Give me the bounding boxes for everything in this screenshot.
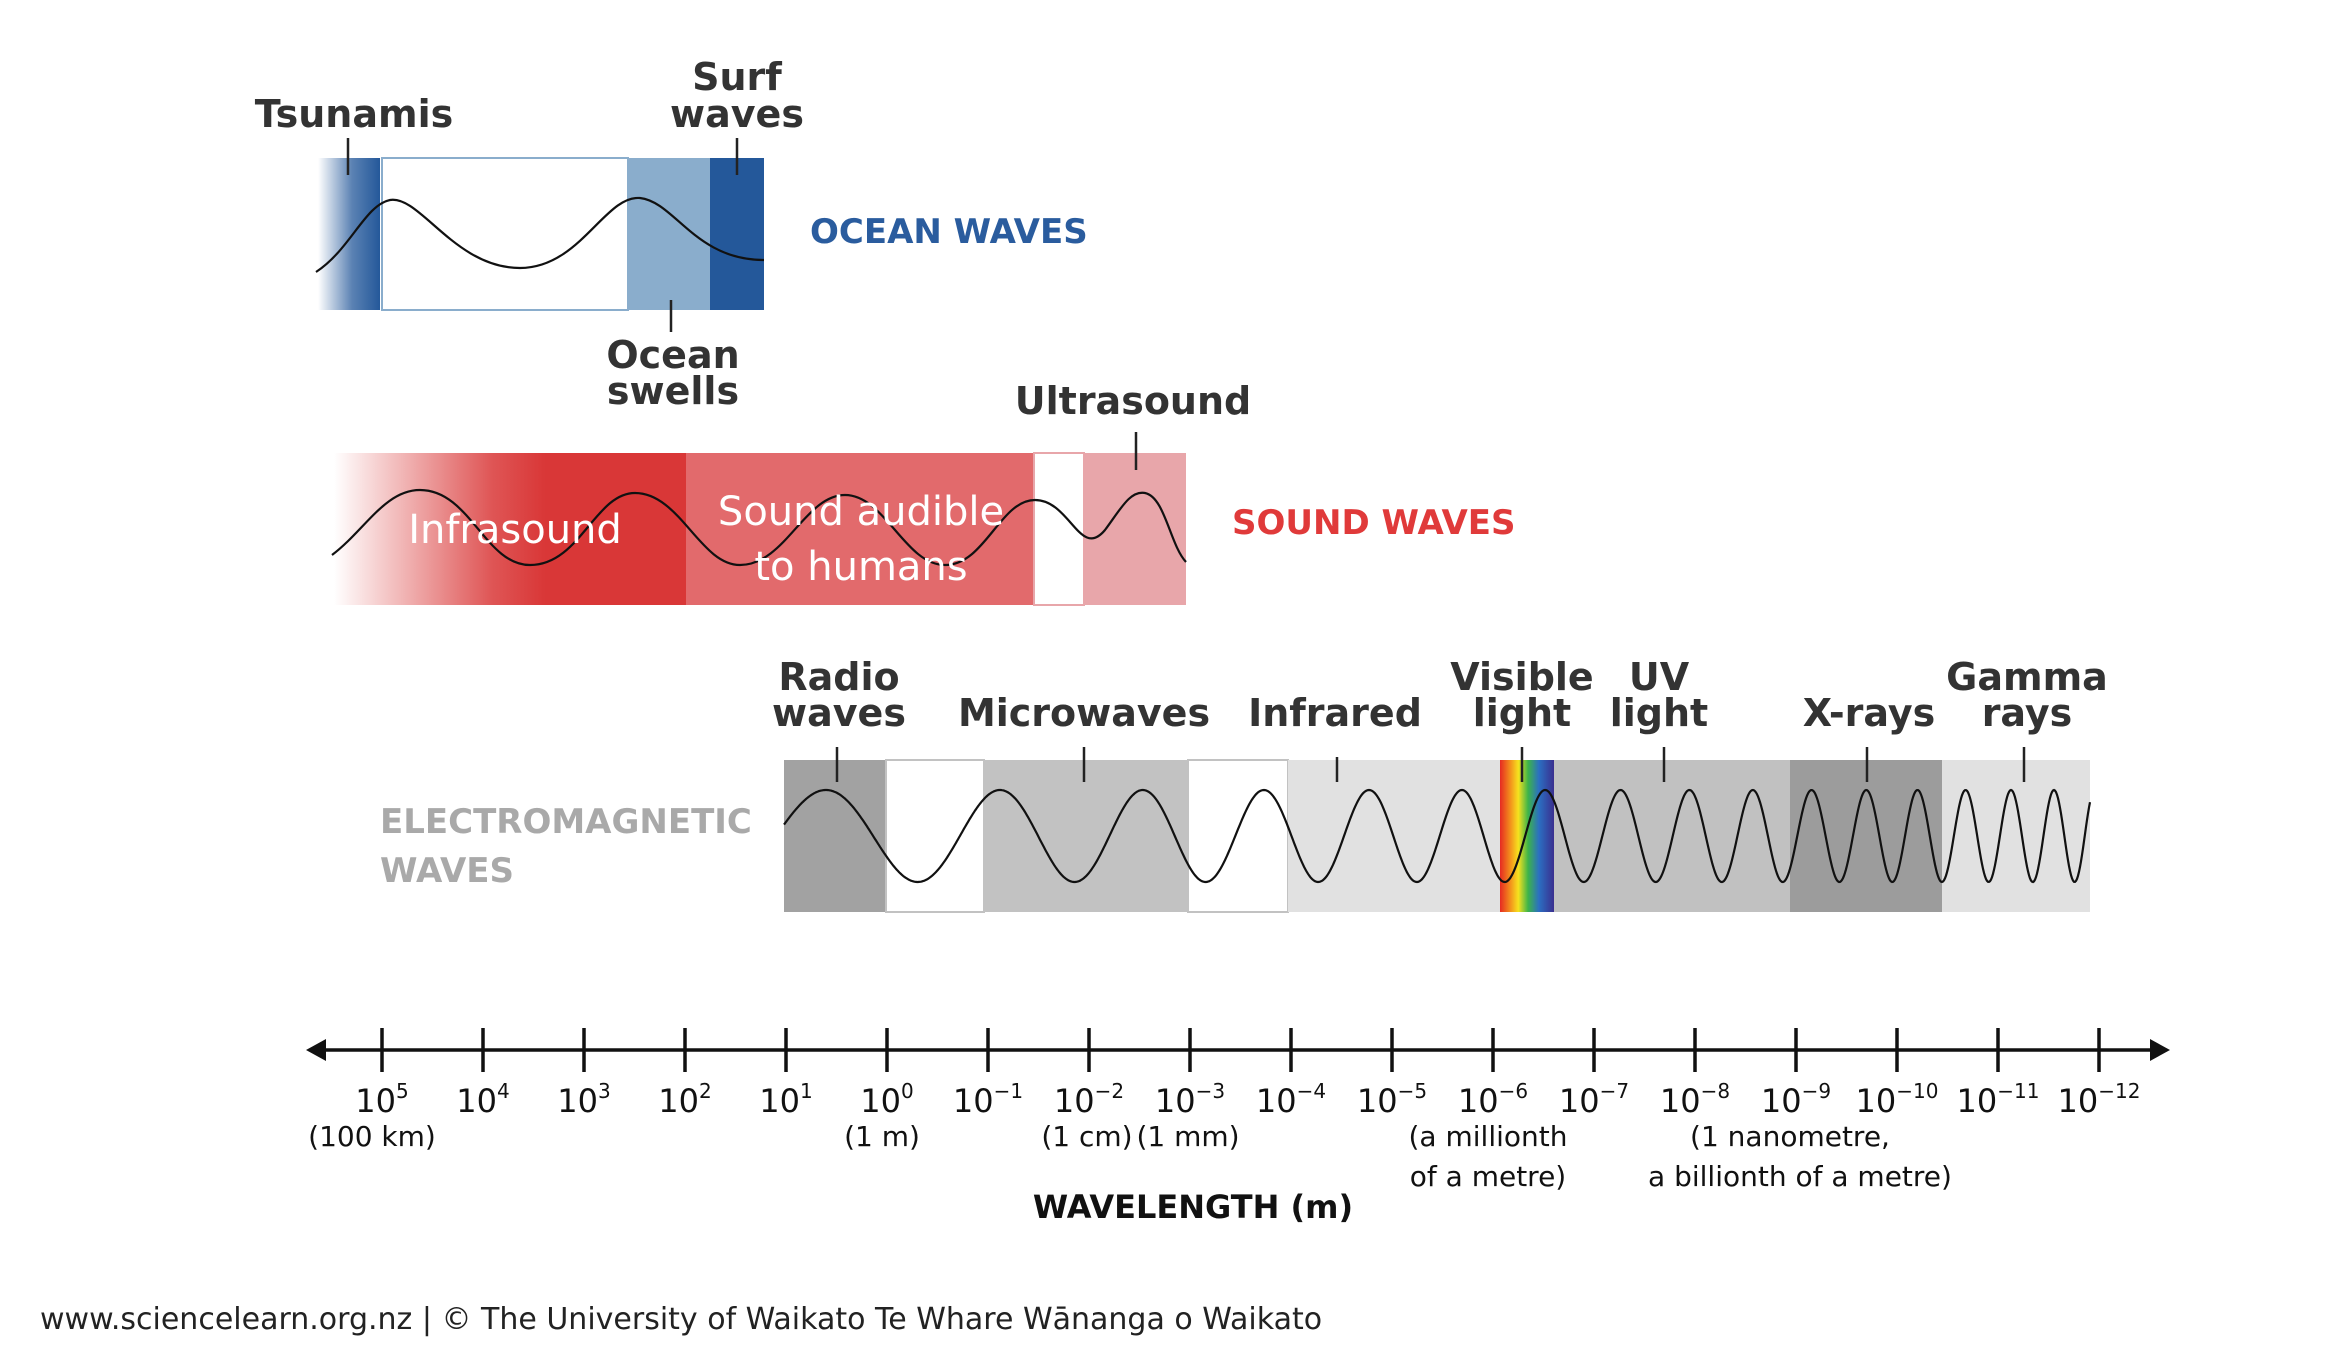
tsunamis-label: Tsunamis [255,92,453,136]
wavelength-axis: 105 104 103 102 101 100 10−1 10−2 10−3 10−4 10−5 10… [306,1028,2170,1226]
uv-label-line1: UV [1629,655,1690,699]
axis-tick-label: 103 [557,1079,610,1120]
axis-arrow-right-icon [2150,1039,2170,1061]
audible-label-line2: to humans [754,544,967,590]
axis-tick-label: 102 [658,1079,711,1120]
microwave-region [984,760,1188,912]
infrasound-region [334,453,686,605]
visible-label-line1: Visible [1450,655,1593,699]
surf-waves-region [710,158,764,310]
xrays-label: X-rays [1803,691,1936,735]
visible-label-line2: light [1473,691,1571,735]
tsunami-fade-region [318,158,380,310]
em-gap-region-1 [885,759,985,913]
axis-tick-label: 10−10 [1856,1079,1939,1120]
axis-tick-label: 10−1 [953,1079,1023,1120]
axis-tick-label: 10−7 [1559,1079,1629,1120]
radio-label-line1: Radio [778,655,899,699]
audible-label-line1: Sound audible [718,489,1004,535]
electromagnetic-waves-band: Radio waves Microwaves Infrared Visible … [380,655,2108,913]
note-millionth-line1: (a millionth [1409,1120,1568,1153]
axis-tick-label: 10−2 [1054,1079,1124,1120]
em-waves-title-line1: ELECTROMAGNETIC [380,802,752,842]
note-millionth-line2: of a metre) [1410,1160,1566,1193]
axis-tick-label: 10−12 [2058,1079,2141,1120]
sound-wave-curve [331,488,1187,567]
ocean-swells-label-line2: swells [607,369,739,413]
visible-light-region [1500,760,1554,912]
axis-tick-label: 105 [355,1079,408,1120]
axis-tick-label: 10−8 [1660,1079,1730,1120]
axis-ticks [380,1028,2101,1072]
axis-tick-label: 10−9 [1761,1079,1831,1120]
axis-tick-label: 104 [456,1079,509,1120]
surf-waves-label-line1: Surf [692,55,782,99]
surf-waves-label-line2: waves [670,92,804,136]
ocean-middle-region [381,157,629,311]
sound-waves-band: Ultrasound Infrasound Sound audible to h… [331,379,1516,606]
note-1cm: (1 cm) [1041,1120,1132,1153]
em-wave-curve [783,788,2092,884]
axis-tick-label: 101 [759,1079,812,1120]
axis-tick-label: 10−4 [1256,1079,1326,1120]
infrared-label: Infrared [1248,691,1422,735]
axis-tick-labels: 105 104 103 102 101 100 10−1 10−2 10−3 10−4 10−5 10… [355,1079,2140,1120]
infrasound-label: Infrasound [408,507,622,553]
audible-sound-region [686,453,1034,605]
microwaves-label: Microwaves [958,691,1210,735]
axis-arrow-left-icon [306,1039,326,1061]
xray-region [1790,760,1942,912]
axis-tick-label: 10−3 [1155,1079,1225,1120]
ocean-swells-label-line1: Ocean [606,333,739,377]
note-nanometre-line1: (1 nanometre, [1690,1120,1890,1153]
note-nanometre-line2: a billionth of a metre) [1648,1160,1952,1193]
axis-title: WAVELENGTH (m) [1033,1188,1353,1226]
gamma-label-line2: rays [1982,691,2073,735]
ocean-wave-curve [315,196,765,273]
ultrasound-label: Ultrasound [1015,379,1251,423]
note-1mm: (1 mm) [1136,1120,1239,1153]
uv-label-line2: light [1610,691,1708,735]
note-100km: (100 km) [308,1120,436,1153]
sound-waves-title: SOUND WAVES [1232,503,1516,543]
em-gap-region-2 [1187,759,1289,913]
ocean-waves-title: OCEAN WAVES [810,212,1088,252]
ultrasound-region [1084,453,1186,605]
axis-tick-label: 100 [860,1079,913,1120]
gamma-label-line1: Gamma [1946,655,2108,699]
radio-region [784,760,886,912]
note-1m: (1 m) [844,1120,920,1153]
axis-tick-label: 10−11 [1957,1079,2040,1120]
axis-tick-label: 10−6 [1458,1079,1528,1120]
ocean-waves-band: Tsunamis Surf waves Ocean swells OCEAN W… [255,55,1088,413]
ocean-swells-region [628,158,710,310]
em-waves-title-line2: WAVES [380,851,514,891]
footer-credit: www.sciencelearn.org.nz | © The Universi… [40,1302,1323,1337]
gamma-region [1942,760,2090,912]
axis-tick-label: 10−5 [1357,1079,1427,1120]
radio-label-line2: waves [772,691,906,735]
